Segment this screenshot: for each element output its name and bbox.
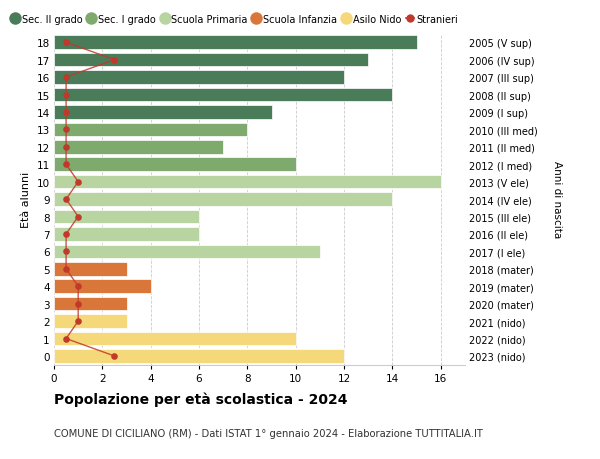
Point: [61, 196, 71, 203]
Point: [61, 109, 71, 117]
Point: [73, 318, 83, 325]
Point: [73, 300, 83, 308]
Y-axis label: Età alunni: Età alunni: [21, 172, 31, 228]
Bar: [54, 210, 199, 224]
Point: [61, 74, 71, 82]
Point: [73, 179, 83, 186]
Point: [61, 161, 71, 168]
Text: Popolazione per età scolastica - 2024: Popolazione per età scolastica - 2024: [54, 392, 347, 406]
Bar: [54, 158, 296, 172]
Bar: [54, 141, 223, 154]
Point: [61, 126, 71, 134]
Point: [73, 213, 83, 221]
Bar: [54, 193, 392, 207]
Bar: [54, 106, 272, 119]
Bar: [54, 89, 392, 102]
Bar: [54, 36, 416, 50]
Bar: [54, 349, 344, 363]
Point: [61, 144, 71, 151]
Bar: [54, 280, 151, 293]
Point: [61, 266, 71, 273]
Legend: Sec. II grado, Sec. I grado, Scuola Primaria, Scuola Infanzia, Asilo Nido, Stran: Sec. II grado, Sec. I grado, Scuola Prim…: [11, 15, 458, 24]
Bar: [54, 297, 127, 311]
Bar: [54, 54, 368, 67]
Point: [110, 57, 119, 64]
Point: [73, 283, 83, 290]
Bar: [54, 245, 320, 258]
Point: [61, 231, 71, 238]
Point: [110, 353, 119, 360]
Bar: [54, 123, 247, 137]
Point: [61, 39, 71, 47]
Point: [61, 248, 71, 256]
Y-axis label: Anni di nascita: Anni di nascita: [552, 161, 562, 238]
Point: [61, 335, 71, 342]
Bar: [54, 332, 296, 346]
Text: COMUNE DI CICILIANO (RM) - Dati ISTAT 1° gennaio 2024 - Elaborazione TUTTITALIA.: COMUNE DI CICILIANO (RM) - Dati ISTAT 1°…: [54, 428, 483, 438]
Point: [61, 92, 71, 99]
Bar: [54, 71, 344, 85]
Bar: [54, 228, 199, 241]
Bar: [54, 314, 127, 328]
Bar: [54, 175, 441, 189]
Bar: [54, 263, 127, 276]
